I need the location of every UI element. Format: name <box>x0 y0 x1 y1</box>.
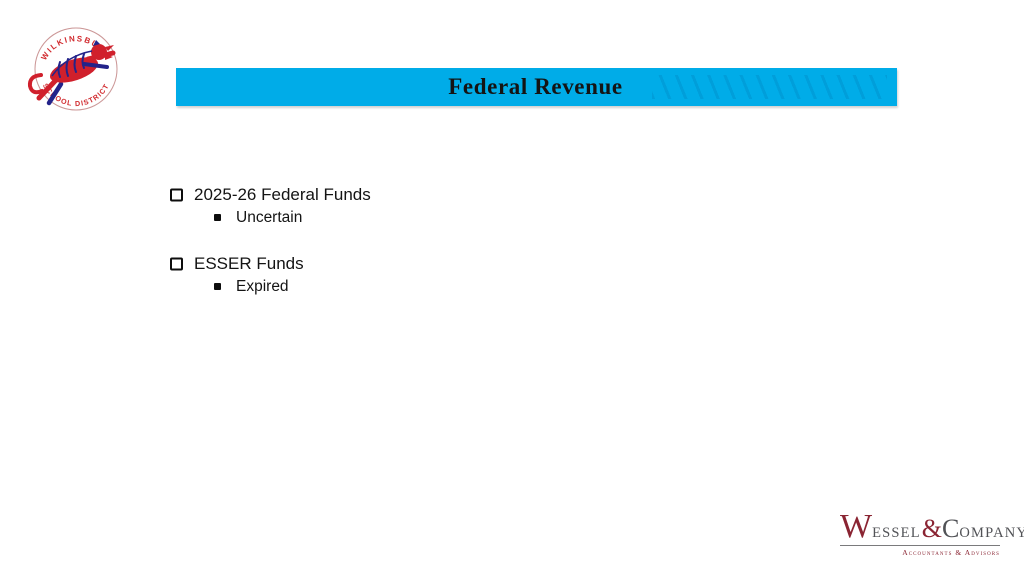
square-filled-bullet-icon <box>214 214 221 221</box>
list-item-label: ESSER Funds <box>194 253 304 273</box>
wessel-company-tagline: Accountants & Advisors <box>902 548 1000 557</box>
list-subitem: Expired <box>214 275 371 298</box>
square-outline-bullet-icon <box>170 257 183 271</box>
bullet-group-esser-funds: ESSER Funds Expired <box>170 252 371 298</box>
bullet-group-federal-funds: 2025-26 Federal Funds Uncertain <box>170 183 371 229</box>
wordmark-ampersand: & <box>921 514 943 543</box>
tiger-icon <box>27 40 116 106</box>
title-bar: Federal Revenue <box>176 68 897 106</box>
wordmark-essel: ESSEL <box>872 525 921 541</box>
square-filled-bullet-icon <box>214 283 221 290</box>
list-item-label: 2025-26 Federal Funds <box>194 184 371 204</box>
list-subitem: Uncertain <box>214 206 371 229</box>
bullet-list: 2025-26 Federal Funds Uncertain ESSER Fu… <box>170 183 371 298</box>
list-item: ESSER Funds <box>170 252 371 275</box>
list-subitem-label: Uncertain <box>236 208 303 226</box>
district-seal-logo: WILKINSBURG SCHOOL DISTRICT <box>27 27 118 111</box>
wessel-company-wordmark: W ESSEL & C OMPANY <box>840 508 1024 546</box>
wordmark-ompany: OMPANY <box>959 525 1024 541</box>
list-item: 2025-26 Federal Funds <box>170 183 371 206</box>
wordmark-w-initial: W <box>840 508 873 545</box>
list-subitem-label: Expired <box>236 277 289 295</box>
page-title: Federal Revenue <box>448 74 623 99</box>
title-bar-ghost-pattern <box>652 75 887 99</box>
wordmark-c-initial: C <box>942 514 960 543</box>
wessel-company-logo: W ESSEL & C OMPANY Accountants & Advisors <box>840 508 1024 557</box>
square-outline-bullet-icon <box>170 188 183 202</box>
